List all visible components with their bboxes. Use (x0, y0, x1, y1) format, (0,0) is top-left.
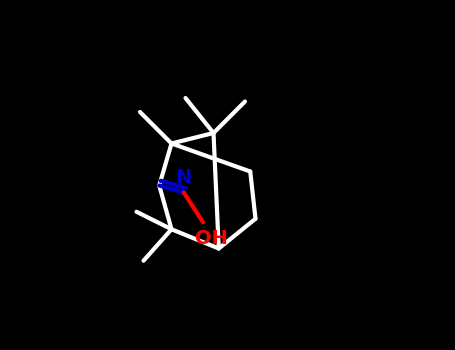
Text: N: N (176, 168, 192, 187)
Text: OH: OH (195, 229, 228, 248)
